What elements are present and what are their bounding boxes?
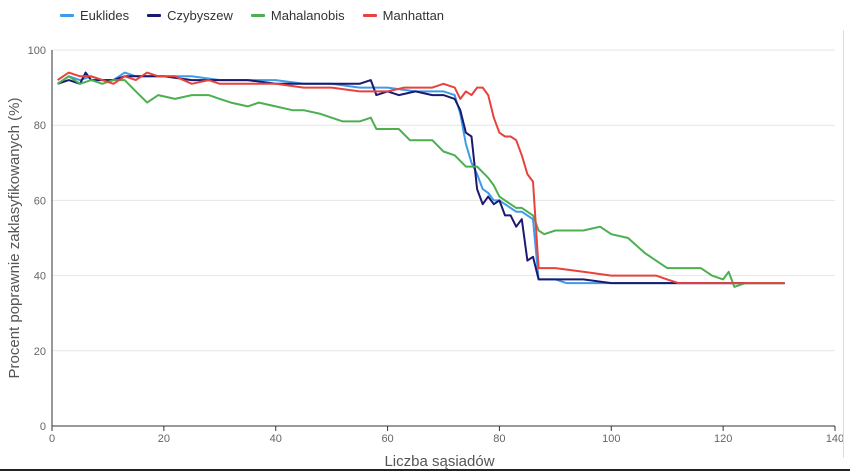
x-tick-label: 80 xyxy=(493,433,505,445)
bottom-divider xyxy=(0,469,850,471)
legend-label-euklides: Euklides xyxy=(80,8,130,23)
y-axis-title: Procent poprawnie zaklasyfikowanych (%) xyxy=(6,98,23,379)
y-tick-label: 80 xyxy=(34,120,46,132)
series-line-mahalanobis xyxy=(57,75,785,288)
scrollbar[interactable] xyxy=(843,30,848,458)
legend-label-manhattan: Manhattan xyxy=(382,8,445,23)
legend-swatch-mahalanobis xyxy=(250,14,265,17)
y-tick-label: 20 xyxy=(34,346,46,358)
legend-item-czybyszew[interactable]: Czybyszew xyxy=(147,8,233,23)
legend-item-euklides[interactable]: Euklides xyxy=(60,8,129,23)
series-line-manhattan xyxy=(57,71,785,285)
x-tick-label: 40 xyxy=(270,433,282,445)
x-tick-label: 100 xyxy=(602,433,620,445)
legend-item-manhattan[interactable]: Manhattan xyxy=(362,8,445,23)
x-tick-label: 140 xyxy=(826,433,844,445)
legend-swatch-euklides xyxy=(60,14,74,17)
legend-swatch-czybyszew xyxy=(147,14,162,17)
chart-legend: Euklides Czybyszew Mahalanobis Manhattan xyxy=(60,8,462,23)
x-tick-label: 20 xyxy=(158,433,170,445)
legend-label-mahalanobis: Mahalanobis xyxy=(270,8,345,23)
legend-label-czybyszew: Czybyszew xyxy=(167,8,233,23)
y-tick-label: 40 xyxy=(34,271,46,283)
series-line-euklides xyxy=(57,71,785,285)
y-tick-label: 0 xyxy=(40,421,46,433)
y-tick-label: 100 xyxy=(28,45,46,57)
x-tick-label: 60 xyxy=(381,433,393,445)
x-axis-title: Liczba sąsiadów xyxy=(384,453,494,470)
x-tick-label: 120 xyxy=(714,433,732,445)
x-tick-label: 0 xyxy=(49,433,55,445)
y-tick-label: 60 xyxy=(34,195,46,207)
series-line-czybyszew xyxy=(57,71,785,285)
legend-swatch-manhattan xyxy=(362,14,377,17)
legend-item-mahalanobis[interactable]: Mahalanobis xyxy=(250,8,345,23)
